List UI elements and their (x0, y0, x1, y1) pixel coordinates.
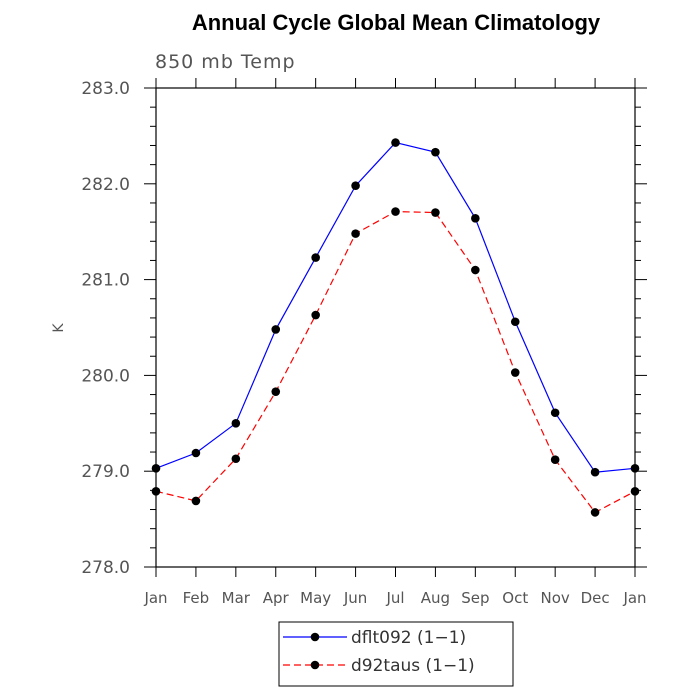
series-lines (155, 141, 636, 514)
x-tick-label: Sep (461, 589, 489, 607)
legend-marker (310, 660, 320, 670)
y-tick-label: 281.0 (81, 271, 130, 291)
x-tick-label: Apr (263, 589, 290, 607)
y-tick-label: 280.0 (81, 366, 130, 386)
x-tick-labels: Jan Feb Mar Apr May Jun Jul Aug Sep Oct Nov Dec Jan (143, 589, 646, 607)
y-tick-labels: 278.0 279.0 280.0 281.0 282.0 283.0 (81, 79, 130, 578)
legend-box (278, 621, 514, 687)
y-tick-label: 282.0 (81, 175, 130, 195)
data-point (431, 147, 440, 157)
data-point (191, 496, 201, 506)
data-point (351, 181, 360, 191)
data-point (550, 408, 560, 418)
data-point (151, 487, 161, 496)
legend-label: d92taus (1−1) (351, 656, 475, 676)
legend-marker (310, 632, 320, 642)
y-tick-label: 278.0 (81, 558, 130, 578)
data-point (271, 387, 281, 396)
data-point (630, 487, 640, 496)
chart-subtitle: 850 mb Temp (155, 51, 296, 73)
data-point (471, 265, 480, 275)
data-point (391, 138, 400, 147)
data-point (590, 467, 600, 477)
data-point (311, 310, 320, 320)
x-tick-label: Feb (183, 589, 210, 607)
x-tick-label: Jan (622, 589, 646, 607)
series-line-2 (155, 210, 636, 514)
data-point (510, 368, 520, 377)
x-tick-label: May (300, 589, 331, 607)
series-points (151, 138, 640, 517)
x-tick-label: Oct (502, 589, 528, 607)
data-point (311, 253, 320, 262)
y-tick-label: 283.0 (81, 79, 130, 99)
data-point (391, 207, 400, 216)
axis-ticks (144, 78, 647, 577)
data-point (231, 419, 241, 428)
data-point (510, 317, 520, 327)
data-point (351, 229, 360, 238)
data-point (271, 325, 281, 334)
plot-frame (155, 87, 636, 568)
x-tick-label: Aug (421, 589, 450, 607)
x-tick-label: Jan (143, 589, 167, 607)
legend-label: dflt092 (1−1) (351, 628, 466, 648)
data-point (590, 508, 600, 517)
data-point (231, 454, 241, 464)
data-point (151, 464, 161, 473)
x-tick-label: Mar (222, 589, 251, 607)
x-tick-label: Dec (581, 589, 610, 607)
data-point (191, 448, 201, 458)
x-tick-label: Nov (541, 589, 570, 607)
data-point (550, 455, 560, 465)
x-tick-label: Jul (385, 589, 404, 607)
y-axis-label: K (51, 323, 67, 333)
data-point (431, 208, 440, 217)
series-line-1 (155, 141, 636, 473)
data-point (630, 464, 640, 473)
legend: dflt092 (1−1) d92taus (1−1) (278, 621, 514, 687)
data-point (471, 213, 480, 223)
chart-title: Annual Cycle Global Mean Climatology (192, 10, 601, 35)
y-tick-label: 279.0 (81, 462, 130, 482)
x-tick-label: Jun (343, 589, 367, 607)
